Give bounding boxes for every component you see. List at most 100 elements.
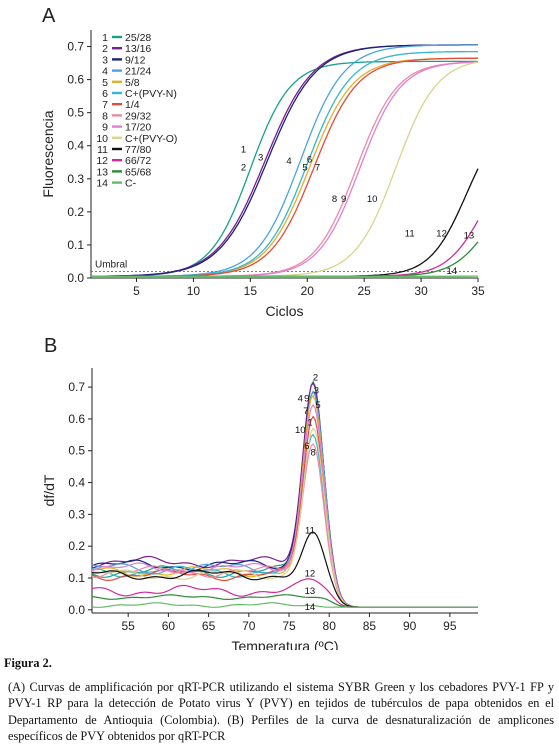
panel-b-chart: 55 60 65 70 75 80 85 90 950.00.10.20.30.40.50.60… (41, 368, 478, 650)
curve-number-label: 10 (367, 194, 378, 205)
legend-entry: 13/16 (125, 43, 151, 55)
caption-title: Figura 2. (4, 655, 554, 672)
legend-entry: 29/32 (125, 110, 151, 122)
panel-b-y-tick-label: 0.7 (68, 380, 85, 394)
curve-12 (91, 221, 478, 277)
legend-number: 13 (96, 166, 108, 178)
melt-curve-number-label: 5 (315, 400, 320, 411)
legend-entry: 1/4 (125, 99, 140, 111)
panel-b-y-tick-label: 0.0 (68, 603, 85, 617)
panel-b-x-tick-label: 75 (282, 619, 296, 633)
threshold-label: Umbral (95, 259, 127, 270)
panel-b-letter: B (44, 335, 57, 357)
legend-entry: C- (125, 178, 137, 190)
melt-curve-8 (92, 444, 478, 607)
panel-a-y-tick-label: 0.1 (67, 238, 84, 252)
melt-curve-number-label: 8 (310, 448, 315, 459)
figure-caption: Figura 2. (A) Curvas de amplificación po… (4, 655, 554, 745)
legend-number: 10 (96, 133, 108, 145)
curve-number-label: 8 (332, 194, 337, 205)
legend-number: 7 (102, 99, 108, 111)
panel-b-x-axis-title: Temperatura (ºC) (231, 638, 338, 650)
panel-a-x-tick-label: 5 (133, 284, 140, 298)
melt-curve-number-label: 13 (305, 586, 316, 597)
legend-entry: 21/24 (125, 66, 151, 78)
curve-number-label: 13 (464, 230, 475, 241)
melt-curve-10 (92, 429, 478, 608)
legend-entry: 65/68 (125, 166, 151, 178)
panel-a-y-tick-label: 0.4 (67, 139, 84, 153)
melt-curve-13 (92, 595, 478, 608)
panel-a-chart: 5 10 15 20 25 30 350.00.10.20.30.40.50.60.7Cic… (40, 30, 485, 319)
legend-number: 14 (96, 178, 108, 190)
panel-b-y-tick-label: 0.6 (68, 412, 85, 426)
curve-number-label: 14 (447, 266, 458, 277)
panel-b-x-tick-label: 95 (443, 619, 457, 633)
curve-11 (91, 169, 478, 277)
panel-b-x-tick-label: 80 (323, 619, 337, 633)
legend-entry: 25/28 (125, 32, 151, 44)
panel-a-x-tick-label: 35 (471, 284, 485, 298)
caption-body: (A) Curvas de amplificación por qRT-PCR … (4, 679, 554, 745)
legend-entry: 17/20 (125, 122, 151, 134)
panel-b-x-tick-label: 85 (363, 619, 377, 633)
panel-b-y-tick-label: 0.1 (68, 571, 85, 585)
legend-number: 1 (102, 32, 108, 44)
panel-a-x-tick-label: 25 (357, 284, 371, 298)
legend-number: 2 (102, 43, 108, 55)
melt-curve-14 (92, 603, 478, 608)
melt-curve-number-label: 3 (314, 385, 319, 396)
melt-curve-number-label: 9 (304, 393, 309, 404)
curve-number-label: 11 (405, 229, 415, 240)
panel-b-y-tick-label: 0.2 (68, 539, 85, 553)
legend-number: 5 (102, 77, 108, 89)
panel-b-y-axis-title: df/dT (41, 474, 57, 506)
legend-number: 4 (102, 66, 108, 78)
panel-a-x-tick-label: 20 (301, 284, 315, 298)
melt-curve-number-label: 12 (305, 568, 316, 579)
melt-curve-number-label: 10 (295, 425, 306, 436)
panel-b-x-tick-label: 90 (403, 619, 417, 633)
panel-b-x-tick-label: 60 (162, 619, 176, 633)
legend-entry: 66/72 (125, 155, 151, 167)
panel-a-y-tick-label: 0.5 (67, 106, 84, 120)
panel-b-x-tick-label: 65 (202, 619, 216, 633)
curve-number-label: 3 (258, 153, 263, 164)
panel-b-x-tick-label: 70 (242, 619, 256, 633)
curve-number-label: 4 (286, 156, 291, 167)
melt-curve-number-label: 1 (307, 417, 312, 428)
melt-curve-6 (92, 435, 478, 608)
melt-curve-number-label: 14 (305, 602, 316, 613)
curve-number-label: 12 (436, 229, 447, 240)
panel-a-y-tick-label: 0.6 (67, 73, 84, 87)
curve-number-label: 1 (241, 144, 246, 155)
legend-number: 9 (102, 122, 108, 134)
panel-a-x-tick-label: 10 (187, 284, 201, 298)
panel-a-letter: A (42, 5, 56, 27)
panel-a-x-axis-title: Ciclos (265, 303, 303, 319)
panel-b-y-tick-label: 0.3 (68, 507, 85, 521)
figure: A 5 10 15 20 25 30 350.00.10.20.30.40.50.60.7C… (0, 0, 559, 650)
melt-curve-number-label: 7 (303, 406, 308, 417)
legend-number: 6 (102, 88, 108, 100)
legend-entry: 9/12 (125, 54, 146, 66)
legend-entry: C+(PVY-N) (125, 88, 177, 100)
legend-entry: C+(PVY-O) (125, 133, 177, 145)
curve-number-label: 2 (241, 163, 246, 174)
curve-number-label: 9 (341, 194, 346, 205)
legend-number: 8 (102, 110, 108, 122)
curve-number-label: 6 (307, 154, 312, 165)
legend-number: 11 (97, 144, 108, 156)
melt-curve-number-label: 11 (305, 525, 315, 536)
melt-curve-number-label: 6 (304, 441, 309, 452)
legend-entry: 5/8 (125, 77, 140, 89)
panel-a-y-tick-label: 0.7 (67, 40, 84, 54)
panel-a-y-tick-label: 0.3 (67, 172, 84, 186)
panel-a-y-tick-label: 0.0 (67, 271, 84, 285)
legend-entry: 77/80 (125, 144, 151, 156)
melt-curve-5 (92, 396, 478, 608)
panel-a-x-tick-label: 15 (244, 284, 258, 298)
panel-a-y-tick-label: 0.2 (67, 205, 84, 219)
melt-curve-number-label: 2 (313, 373, 318, 384)
panel-b-x-tick-label: 55 (122, 619, 136, 633)
